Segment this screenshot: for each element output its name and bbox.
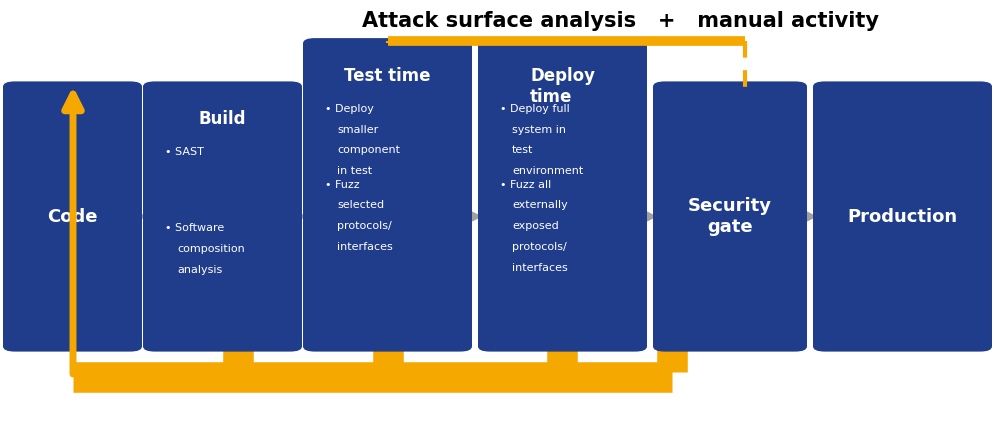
Text: • Deploy full: • Deploy full (500, 104, 570, 114)
Text: composition: composition (177, 244, 245, 254)
Text: Build: Build (199, 110, 246, 129)
Text: test: test (512, 145, 533, 155)
Text: • Software: • Software (165, 223, 224, 233)
FancyBboxPatch shape (303, 38, 472, 352)
FancyBboxPatch shape (3, 81, 142, 352)
Text: • Fuzz all: • Fuzz all (500, 180, 551, 190)
Text: interfaces: interfaces (512, 263, 568, 273)
Text: exposed: exposed (512, 221, 559, 231)
Text: selected: selected (337, 200, 384, 210)
Text: Code: Code (47, 207, 98, 226)
Text: interfaces: interfaces (337, 242, 393, 252)
Text: Attack surface analysis   +   manual activity: Attack surface analysis + manual activit… (362, 11, 879, 31)
FancyBboxPatch shape (813, 81, 992, 352)
Text: protocols/: protocols/ (337, 221, 392, 231)
Text: Test time: Test time (344, 67, 431, 85)
Text: environment: environment (512, 166, 583, 176)
FancyBboxPatch shape (143, 81, 302, 352)
Text: Deploy
time: Deploy time (530, 67, 595, 106)
Text: Security
gate: Security gate (688, 197, 772, 236)
Text: in test: in test (337, 166, 372, 176)
Text: • Deploy: • Deploy (325, 104, 374, 114)
Text: externally: externally (512, 200, 568, 210)
Text: protocols/: protocols/ (512, 242, 567, 252)
Text: analysis: analysis (177, 265, 222, 275)
Text: system in: system in (512, 125, 566, 135)
FancyBboxPatch shape (478, 38, 647, 352)
Text: smaller: smaller (337, 125, 378, 135)
FancyBboxPatch shape (653, 81, 807, 352)
Text: • Fuzz: • Fuzz (325, 180, 360, 190)
Text: Production: Production (847, 207, 958, 226)
Text: • SAST: • SAST (165, 147, 204, 157)
Text: component: component (337, 145, 400, 155)
